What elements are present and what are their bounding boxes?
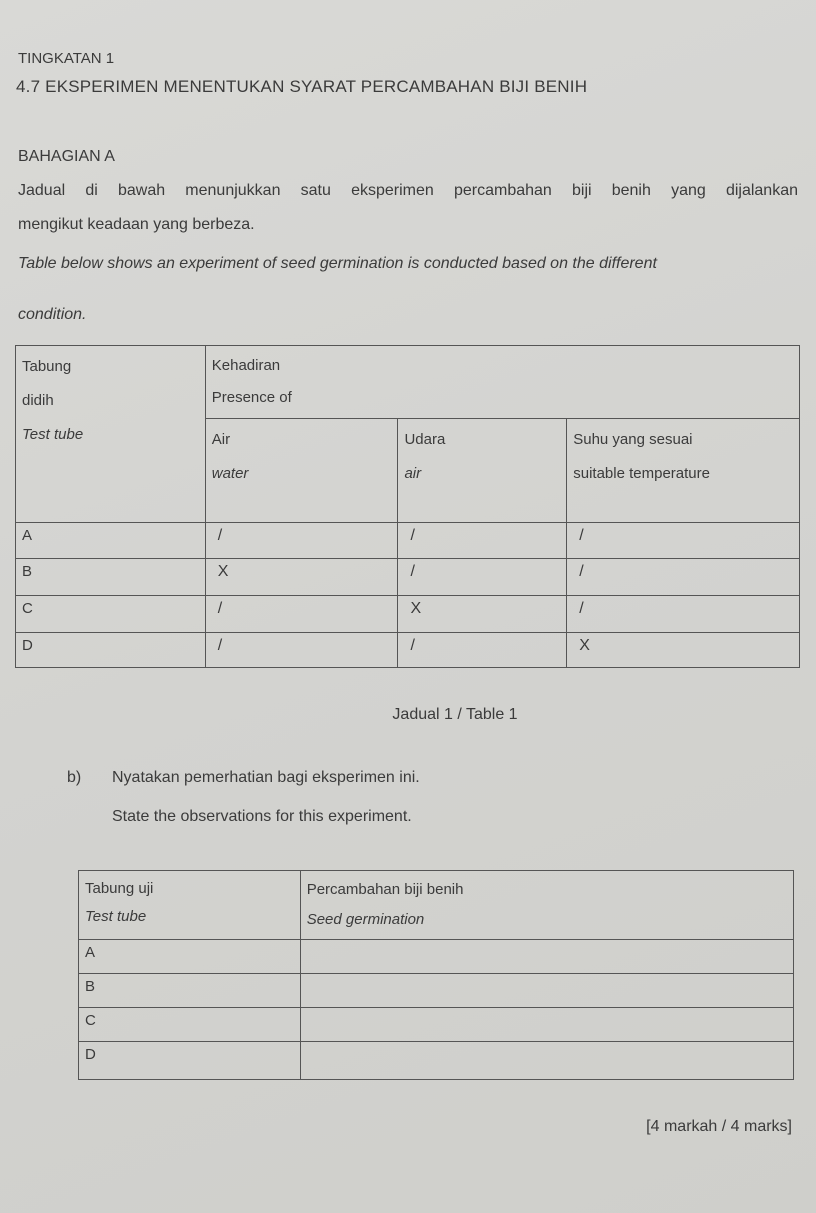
intro-en-line2: condition.: [18, 306, 87, 323]
header-temperature: Suhu yang sesuai suitable temperature: [566, 418, 800, 523]
air-mark: /: [397, 558, 568, 596]
marks-label: [4 markah / 4 marks]: [646, 1118, 792, 1135]
temperature-mark: /: [566, 522, 800, 559]
tube-label: D: [15, 632, 206, 668]
tube-label: A: [78, 939, 301, 974]
table-row: B: [78, 973, 795, 1008]
table-row: C: [78, 1007, 795, 1042]
intro-en-line1: Table below shows an experiment of seed …: [18, 255, 657, 272]
question-label: b): [67, 769, 82, 786]
observation-table: Tabung uji Test tube Percambahan biji ben…: [78, 870, 795, 1080]
intro-ms-line2: mengikut keadaan yang berbeza.: [18, 216, 255, 233]
header-seed-germination: Percambahan biji benih Seed germination: [299, 870, 795, 940]
tube-label: D: [78, 1041, 301, 1080]
question-text-en: State the observations for this experime…: [112, 808, 412, 825]
water-mark: X: [204, 558, 399, 596]
answer-cell[interactable]: [299, 939, 795, 974]
table-row: D: [78, 1041, 795, 1080]
air-mark: /: [397, 632, 568, 668]
water-mark: /: [204, 522, 399, 559]
table-row: A: [78, 939, 795, 974]
answer-cell[interactable]: [299, 1041, 795, 1080]
question-text-ms: Nyatakan pemerhatian bagi eksperimen ini…: [112, 769, 420, 786]
tube-label: C: [78, 1007, 301, 1042]
answer-cell[interactable]: [299, 973, 795, 1008]
tube-label: B: [15, 558, 206, 596]
table-row: B X / /: [15, 558, 800, 596]
air-mark: X: [397, 595, 568, 633]
section-heading: BAHAGIAN A: [18, 148, 115, 165]
page-title: 4.7 EKSPERIMEN MENENTUKAN SYARAT PERCAMB…: [16, 77, 588, 96]
table-caption: Jadual 1 / Table 1: [392, 706, 518, 723]
header-water: Air water: [204, 418, 399, 523]
header-test-tube: Tabung uji Test tube: [78, 870, 301, 940]
form-level: TINGKATAN 1: [18, 50, 115, 67]
tube-label: B: [78, 973, 301, 1008]
header-test-tube: Tabung didih Test tube: [15, 345, 206, 523]
tube-label: C: [15, 595, 206, 633]
temperature-mark: /: [566, 595, 800, 633]
temperature-mark: X: [566, 632, 800, 668]
water-mark: /: [204, 632, 399, 668]
air-mark: /: [397, 522, 568, 559]
intro-ms-line1: Jadual di bawah menunjukkan satu eksperi…: [18, 182, 798, 199]
temperature-mark: /: [566, 558, 800, 596]
water-mark: /: [204, 595, 399, 633]
answer-cell[interactable]: [299, 1007, 795, 1042]
table-row: D / / X: [15, 632, 800, 668]
table-row: C / X /: [15, 595, 800, 633]
table-row: A / / /: [15, 522, 800, 559]
header-air: Udara air: [397, 418, 568, 523]
header-presence: Kehadiran Presence of: [204, 345, 801, 419]
experiment-table: Tabung didih Test tube Kehadiran Presenc…: [15, 345, 801, 668]
tube-label: A: [15, 522, 206, 559]
